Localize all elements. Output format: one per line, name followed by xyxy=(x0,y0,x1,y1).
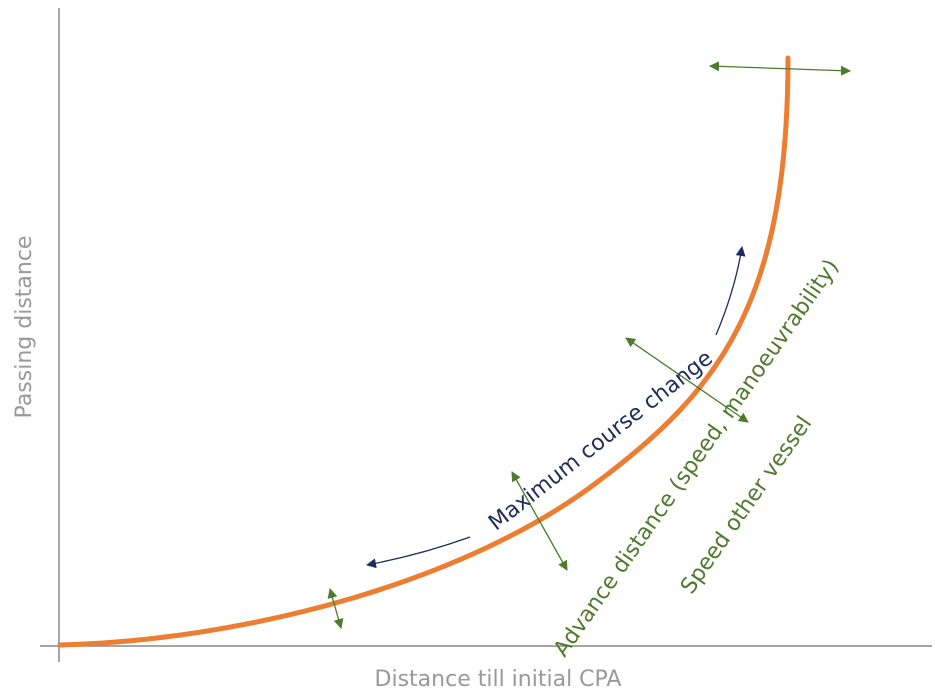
navy-arrow-lower xyxy=(366,536,471,569)
course-change-label: Maximum course change xyxy=(484,346,718,536)
green-arrow-lower-mid xyxy=(511,471,568,571)
green-arrow-top xyxy=(709,61,851,76)
green-arrow-bottom xyxy=(327,588,344,629)
green-arrow-upper-mid xyxy=(625,337,749,423)
navy-arrow-upper xyxy=(715,246,746,336)
y-axis-label: Passing distance xyxy=(12,236,37,419)
x-axis-label: Distance till initial CPA xyxy=(375,667,622,692)
passing-distance-curve xyxy=(57,55,791,648)
